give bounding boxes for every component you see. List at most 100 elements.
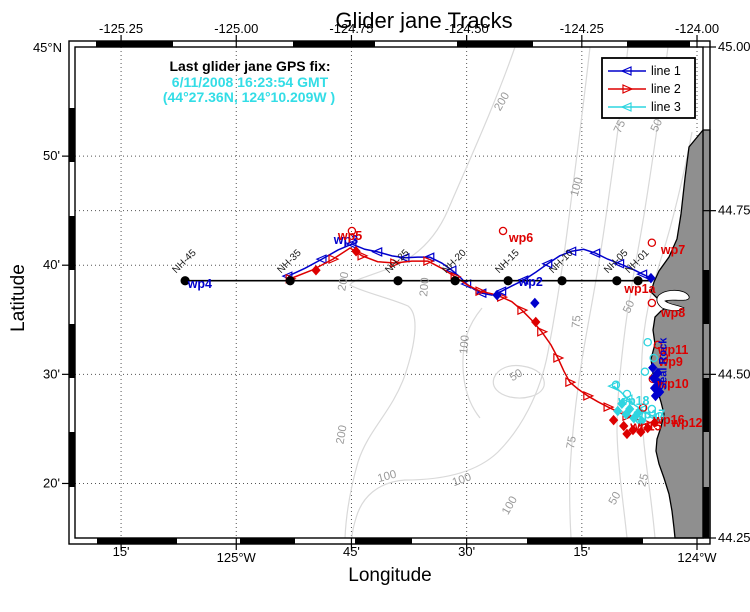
waypoint-label-wp16: wp16 xyxy=(652,413,684,427)
bottom-tick-label: 15' xyxy=(573,544,590,559)
contour-50m xyxy=(616,46,669,539)
track-2-marker xyxy=(603,402,615,412)
track-2-marker xyxy=(390,258,402,268)
legend: line 1 line 2 line 3 xyxy=(601,57,696,119)
track-1-marker xyxy=(565,246,577,257)
contour-depth-label: 100 xyxy=(376,469,398,486)
contour-50m-stonewall-bank xyxy=(492,364,545,399)
blue-diamond-marker xyxy=(646,272,656,284)
red-circle-marker xyxy=(347,226,357,236)
place-labels: Seal Rock xyxy=(658,337,670,390)
bottom-tick-label: 45' xyxy=(343,544,360,559)
left-tick-label: 50' xyxy=(43,148,60,163)
top-tick-label: -125.25 xyxy=(99,21,143,36)
corner-label-45n: 45°N xyxy=(33,40,62,55)
contour-labels: 200 100 75 50 200 200 100 75 50 50 200 100 100 100 75 5… xyxy=(334,90,665,517)
contour-depth-label: 200 xyxy=(418,277,432,297)
top-tick-label: -124.00 xyxy=(675,21,719,36)
contour-depth-label: 50 xyxy=(607,490,624,507)
legend-marker xyxy=(622,84,634,94)
nh-station-dot xyxy=(633,276,643,286)
track-1-path xyxy=(287,243,652,296)
waypoint-label-wp17: wp17 xyxy=(633,407,665,421)
red-circle-marker xyxy=(653,340,663,350)
gps-fix-heading: Last glider jane GPS fix: xyxy=(169,58,330,74)
blue-diamond-marker xyxy=(653,367,663,379)
track-2-marker xyxy=(537,326,549,337)
blue-diamond-marker xyxy=(492,289,502,301)
frame-inner xyxy=(74,46,704,539)
waypoint-label-wp15: wp15 xyxy=(629,420,661,434)
nh-station-dot xyxy=(450,276,460,286)
bottom-tick-label: 124°W xyxy=(677,550,717,565)
red-diamond-marker xyxy=(643,422,653,434)
cyan-circle-marker xyxy=(647,404,657,414)
axis-tick-labels: -125.25 -125.00 -124.75 -124.50 -124.25 -124.… xyxy=(43,21,750,565)
contour-depth-label: 200 xyxy=(492,90,512,113)
right-tick-label: 44.50 xyxy=(718,366,750,381)
contour-depth-label: 50 xyxy=(621,299,637,316)
red-diamond-marker xyxy=(311,264,321,276)
track-2-marker xyxy=(423,256,435,266)
map-frame xyxy=(68,40,711,545)
cyan-circle-marker xyxy=(640,367,650,376)
bottom-tick-label: 125°W xyxy=(217,550,257,565)
track-1-marker xyxy=(541,258,553,269)
red-diamond-marker xyxy=(649,417,660,429)
axis-ticks xyxy=(62,35,716,550)
contour-depth-label: 75 xyxy=(570,315,583,329)
track-2-marker xyxy=(475,286,487,297)
waypoint-label-wp6: wp6 xyxy=(508,231,533,245)
waypoint-label-wp11: wp11 xyxy=(657,343,689,357)
top-tick-label: -124.50 xyxy=(445,21,489,36)
red-diamond-marker xyxy=(622,428,632,440)
red-circle-marker xyxy=(498,226,508,236)
legend-marker xyxy=(620,102,632,112)
nh-station-dot xyxy=(285,276,295,286)
contour-100m-bank xyxy=(462,307,483,419)
coastline xyxy=(650,129,711,539)
red-diamond-marker xyxy=(619,420,629,432)
track-2-marker xyxy=(517,305,529,316)
legend-marker xyxy=(620,66,632,76)
blue-diamond-marker xyxy=(648,362,658,374)
contour-depth-label: 75 xyxy=(612,119,628,136)
red-circle-marker xyxy=(659,352,669,361)
waypoint-label-wp9: wp9 xyxy=(658,355,683,369)
y-axis-title: Latitude xyxy=(8,264,29,332)
cyan-circle-marker xyxy=(655,411,664,421)
blue-diamond-marker xyxy=(654,377,664,389)
gps-fix-annotation: Last glider jane GPS fix: 6/11/2008 16:2… xyxy=(163,58,335,105)
land-polygon xyxy=(650,129,711,539)
nh-station-dot xyxy=(393,276,403,286)
waypoint-label-wp18: wp18 xyxy=(617,394,649,408)
place-label-seal-rock: Seal Rock xyxy=(658,337,670,390)
blue-diamond-marker xyxy=(530,297,540,309)
track-2-marker xyxy=(328,254,340,265)
track-2-marker xyxy=(553,353,565,363)
contour-depth-label: 200 xyxy=(334,424,349,445)
nh-station-dot xyxy=(612,276,622,286)
gps-fix-time: 6/11/2008 16:23:54 GMT xyxy=(172,74,329,90)
red-circle-marker xyxy=(638,403,648,412)
nh-station-dot xyxy=(180,276,190,286)
contour-25m xyxy=(640,131,693,539)
right-tick-label: 45.00 xyxy=(718,39,750,54)
legend-entry-label: line 3 xyxy=(651,100,681,114)
nh-station-label: NH-35 xyxy=(276,247,305,276)
track-1-marker xyxy=(371,246,383,257)
red-diamond-marker xyxy=(636,426,646,438)
waypoint-label-wp8: wp8 xyxy=(660,306,685,320)
track-2-marker xyxy=(565,377,577,388)
track-1-marker xyxy=(636,269,648,280)
track-1-marker xyxy=(398,252,410,263)
track-2-marker xyxy=(357,250,369,261)
waypoint-label-wp12: wp12 xyxy=(670,416,702,430)
depth-contours xyxy=(344,46,693,539)
track-1-marker xyxy=(460,279,472,289)
contour-100m xyxy=(351,46,591,539)
red-diamond-marker xyxy=(608,414,619,426)
